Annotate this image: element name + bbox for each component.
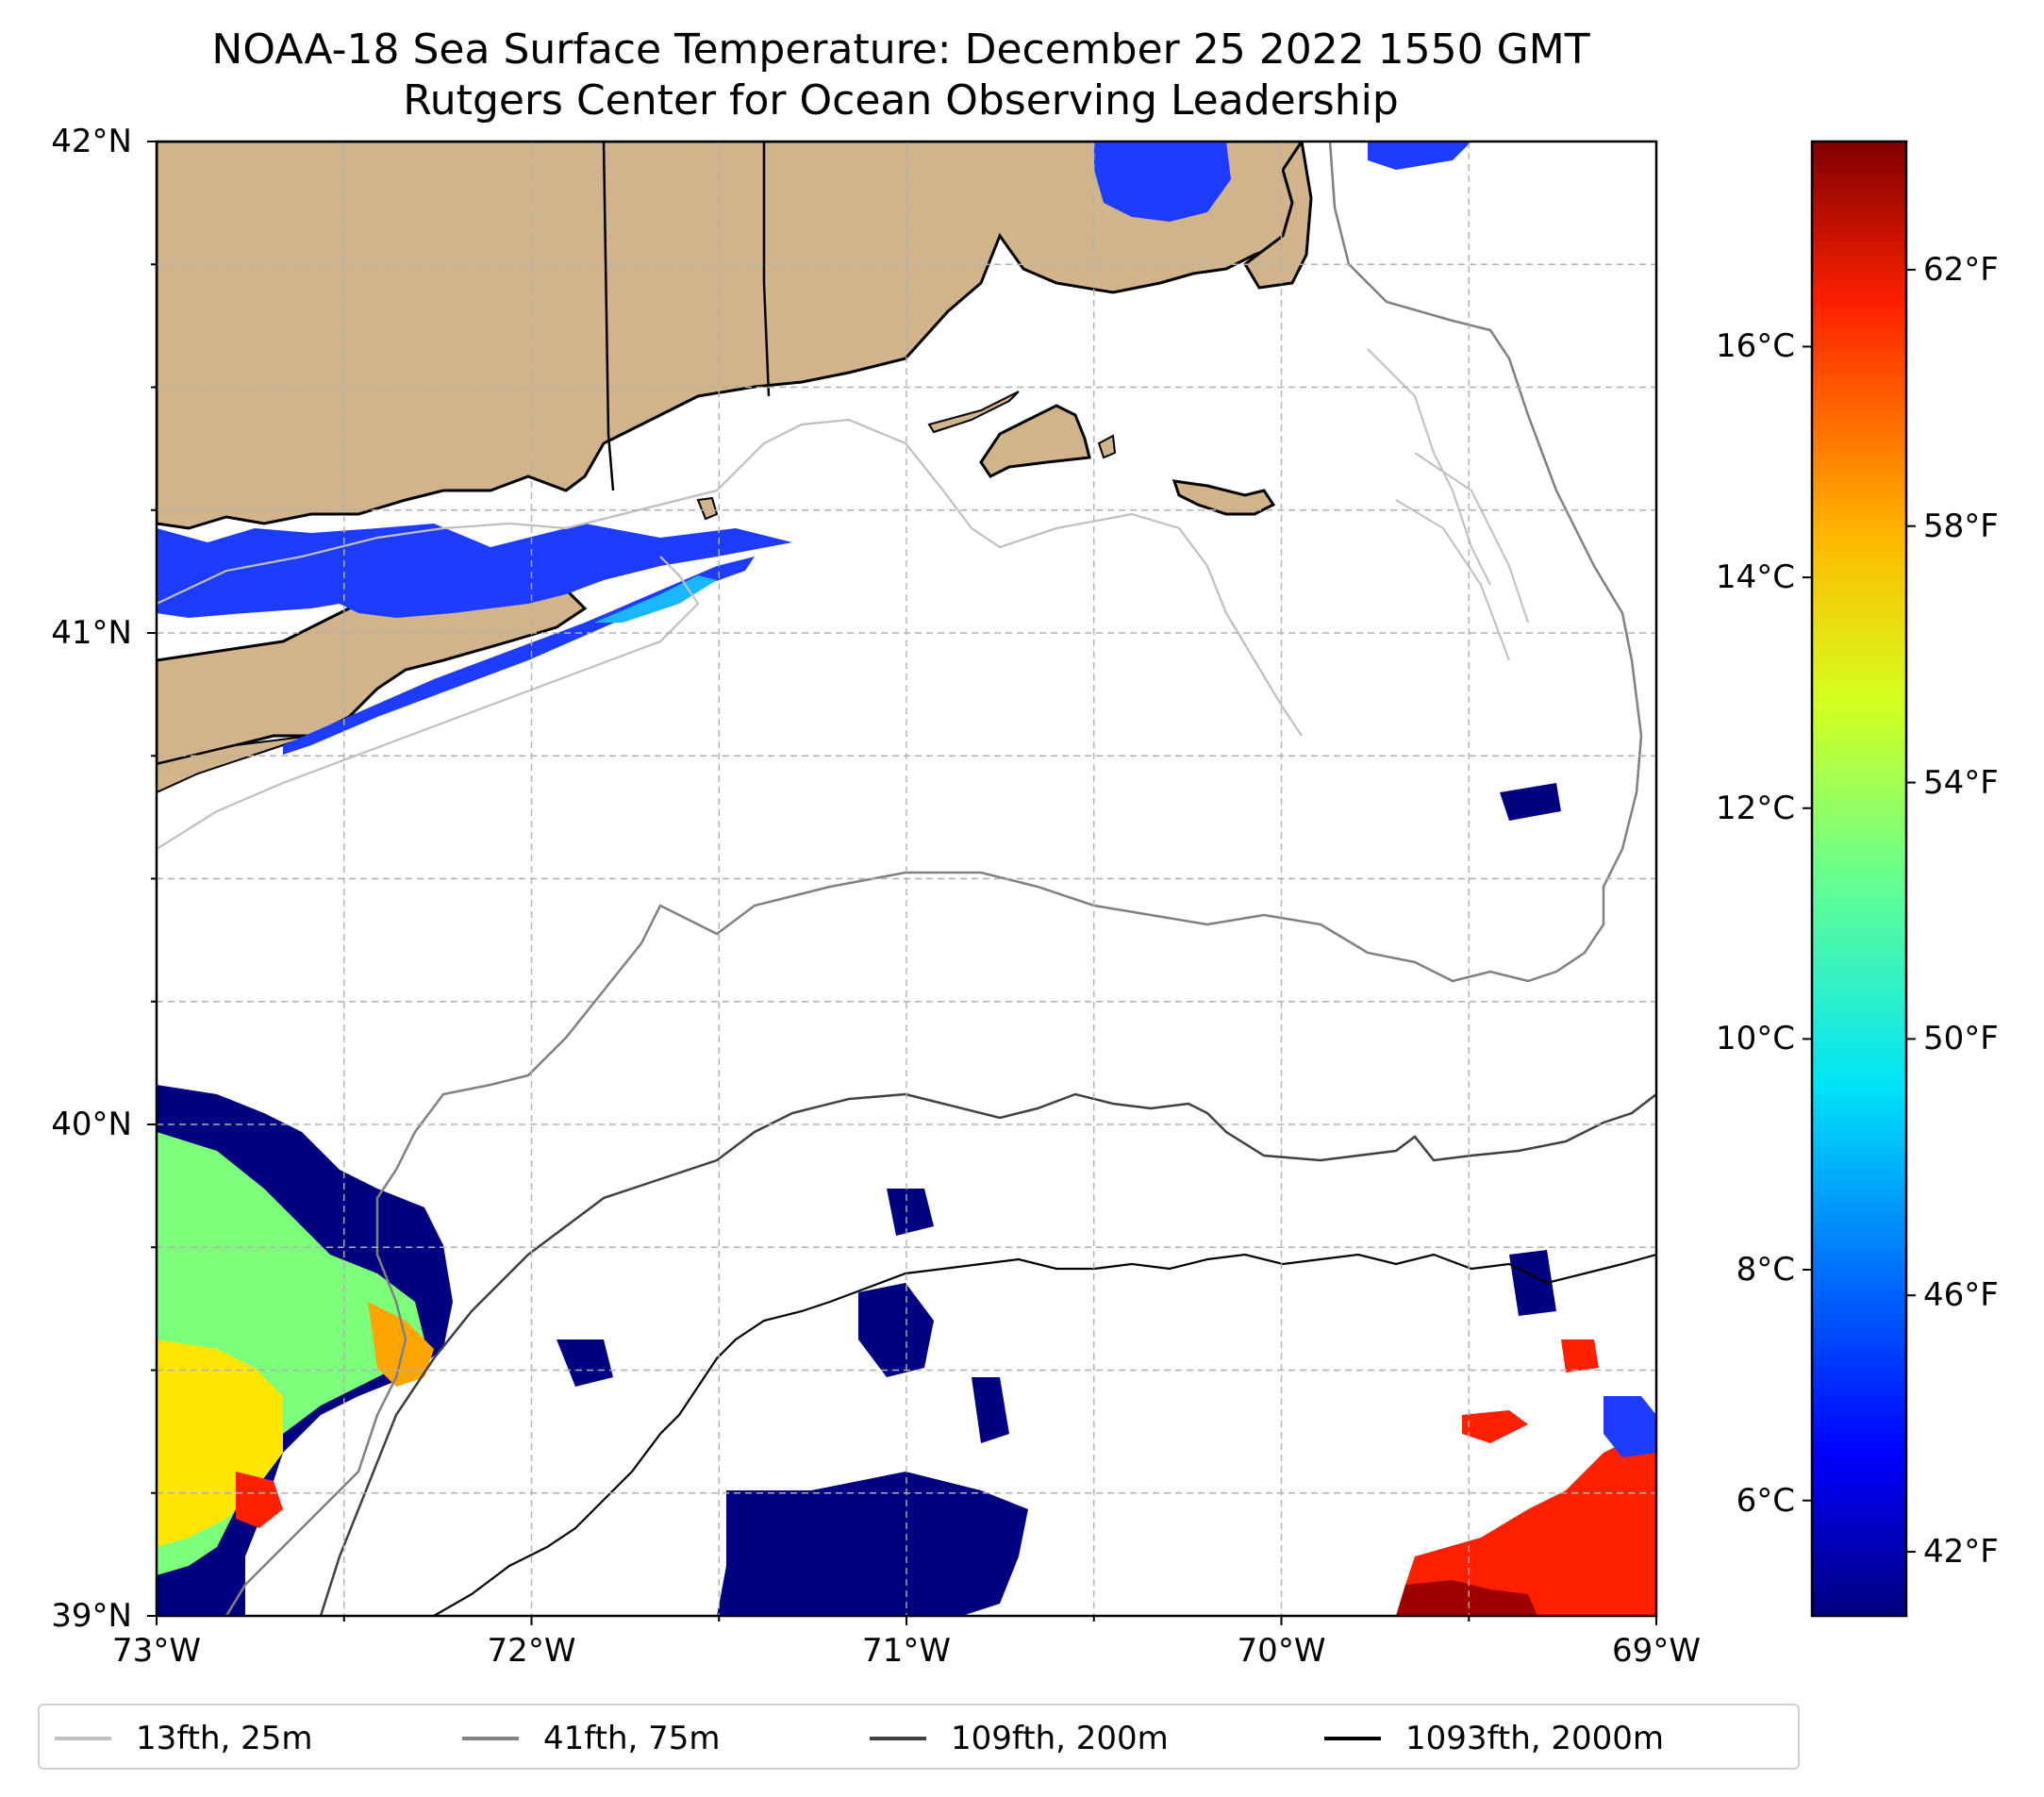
isobath-200m: [319, 1092, 1656, 1616]
land-block-island: [696, 496, 719, 521]
colorbar-f-label: 62°F: [1923, 250, 1999, 289]
legend-swatch-25m: [55, 1737, 111, 1740]
sst-nj-orange: [368, 1302, 434, 1387]
sst-ri-sound: [157, 524, 792, 618]
legend-label-75m: 41fth, 75m: [543, 1720, 721, 1757]
sst-data: [157, 141, 1656, 1616]
legend-label-2000m: 1093fth, 2000m: [1405, 1720, 1665, 1757]
sst-se-deep: [1396, 1580, 1537, 1616]
lon-label-72w: 72°W: [487, 1632, 576, 1670]
legend-item-2000m: 1093fth, 2000m: [1324, 1705, 1664, 1772]
colorbar-ticks: [1803, 268, 1916, 1554]
colorbar-c-label: 14°C: [1715, 558, 1795, 597]
colorbar-f-label: 58°F: [1923, 507, 1999, 545]
land-nantucket: [1172, 479, 1276, 516]
isobath-25m: [157, 418, 1303, 850]
sst-se-red-2: [1462, 1410, 1528, 1443]
sst-mid-cold-5: [887, 1189, 934, 1236]
colorbar-c-label: 16°C: [1715, 327, 1795, 366]
sst-ne-patch: [1368, 141, 1471, 170]
colorbar-f-label: 46°F: [1923, 1276, 1999, 1315]
land-nj-tip: [157, 735, 312, 794]
colorbar-c-label: 10°C: [1715, 1020, 1795, 1058]
lon-label-69w: 69°W: [1612, 1632, 1701, 1670]
sst-se-cold: [1509, 1250, 1556, 1316]
sst-nj-red: [236, 1472, 283, 1528]
lon-label-71w: 71°W: [862, 1632, 951, 1670]
legend-item-25m: 13fth, 25m: [55, 1705, 313, 1772]
isobath-legend: 13fth, 25m 41fth, 75m 109fth, 200m 1093f…: [38, 1704, 1800, 1770]
legend-item-75m: 41fth, 75m: [462, 1705, 721, 1772]
colorbar-f-label: 42°F: [1923, 1533, 1999, 1572]
colorbar: [1810, 140, 1908, 1618]
map-ticks: [147, 141, 1657, 1625]
sst-se-warm: [1396, 1429, 1656, 1616]
isobath-2000m: [433, 1253, 1656, 1616]
colorbar-c-label: 6°C: [1736, 1481, 1795, 1520]
sst-mid-cold-1: [717, 1472, 1028, 1616]
sst-li-south-light: [594, 575, 717, 623]
lat-label-40n: 40°N: [51, 1106, 132, 1143]
isobath-75m: [224, 141, 1643, 1616]
isobath-25m-shoals: [1367, 348, 1529, 661]
sst-mid-cold-4: [972, 1377, 1009, 1443]
bathymetry: [157, 141, 1656, 1616]
sst-nj-yellow: [157, 1339, 283, 1547]
land-new-england: [157, 141, 1308, 530]
land: [157, 141, 1313, 794]
gridlines: [157, 141, 1656, 1616]
land-cape-cod: [1243, 141, 1313, 290]
lat-label-39n: 39°N: [51, 1597, 132, 1635]
lat-label-42n: 42°N: [51, 123, 132, 160]
sst-se-red-3: [1561, 1339, 1599, 1373]
sst-se-mix: [1604, 1396, 1656, 1457]
colorbar-c-label: 8°C: [1736, 1251, 1795, 1290]
colorbar-f-label: 50°F: [1923, 1020, 1999, 1058]
sst-mid-cold-3: [858, 1283, 934, 1377]
lon-label-73w: 73°W: [112, 1632, 201, 1670]
lon-label-70w: 70°W: [1237, 1632, 1326, 1670]
figure-subtitle: Rutgers Center for Ocean Observing Leade…: [403, 76, 1399, 125]
legend-swatch-200m: [870, 1737, 926, 1740]
legend-swatch-75m: [462, 1737, 519, 1740]
legend-swatch-2000m: [1324, 1737, 1381, 1740]
land-elizabeth-islands: [927, 391, 1020, 434]
sst-cape-cod-bay: [1094, 141, 1231, 222]
lat-label-41n: 41°N: [51, 614, 132, 652]
land-cuttyhunk-shoal: [1097, 434, 1117, 459]
colorbar-c-label: 12°C: [1715, 789, 1795, 827]
legend-item-200m: 109fth, 200m: [870, 1705, 1169, 1772]
legend-label-200m: 109fth, 200m: [951, 1720, 1169, 1757]
land-marthas-vineyard: [979, 404, 1091, 478]
colorbar-f-label: 54°F: [1923, 763, 1999, 802]
legend-label-25m: 13fth, 25m: [136, 1720, 313, 1757]
sst-ne-cold: [1500, 783, 1561, 821]
state-boundaries: [602, 141, 771, 491]
figure-title: NOAA-18 Sea Surface Temperature: Decembe…: [211, 25, 1590, 74]
sst-mid-cold-2: [557, 1339, 613, 1387]
